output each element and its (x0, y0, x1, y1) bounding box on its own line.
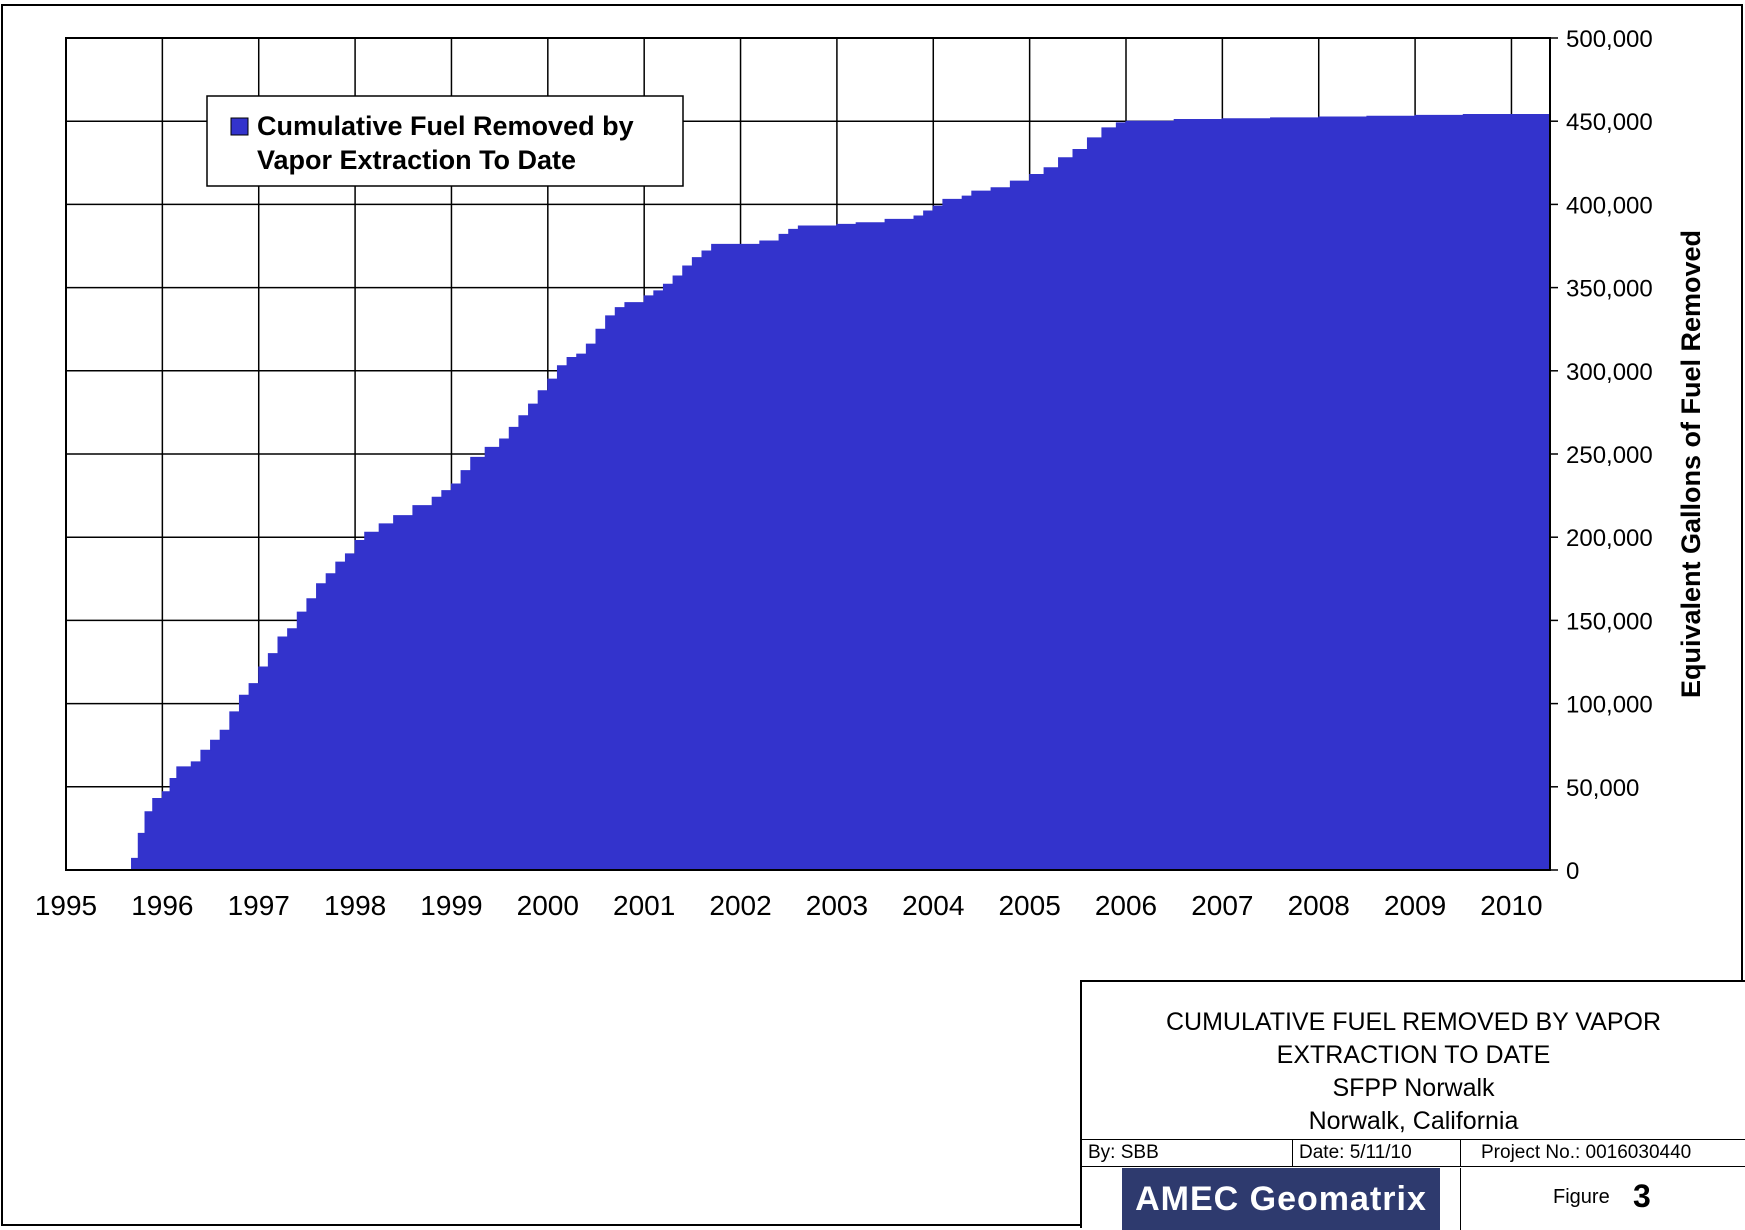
x-tick-label: 1998 (324, 890, 386, 921)
y-tick-label: 300,000 (1566, 359, 1653, 386)
x-tick-label: 2004 (902, 890, 964, 921)
x-tick-label: 2003 (806, 890, 868, 921)
figure-label: Figure (1553, 1186, 1610, 1208)
chart: 1995 1996 1997 1998 1999 2000 2001 2002 2003 2004… (35, 26, 1706, 921)
legend-label-line-2: Vapor Extraction To Date (257, 145, 576, 175)
series-area (130, 114, 1551, 871)
y-tick-label: 400,000 (1566, 192, 1653, 219)
y-axis-label: Equivalent Gallons of Fuel Removed (1676, 230, 1706, 698)
figure-number: 3 (1633, 1178, 1651, 1214)
y-tick-label: 450,000 (1566, 109, 1653, 136)
title-block-line-2: EXTRACTION TO DATE (1276, 1041, 1551, 1069)
x-axis: 1995 1996 1997 1998 1999 2000 2001 2002 2003 2004… (35, 890, 1543, 921)
figure-cell: Figure 3 (1460, 1168, 1745, 1230)
y-tick-label: 200,000 (1566, 525, 1653, 552)
title-block-line-3: SFPP Norwalk (1332, 1074, 1495, 1102)
x-tick-label: 1996 (131, 890, 193, 921)
legend-label-line-1: Cumulative Fuel Removed by (257, 111, 634, 141)
y-tick-label: 500,000 (1566, 26, 1653, 53)
title-block-line-1: CUMULATIVE FUEL REMOVED BY VAPOR (1165, 1008, 1661, 1036)
x-tick-label: 2007 (1191, 890, 1253, 921)
project-number: Project No.: 0016030440 (1460, 1140, 1745, 1166)
company-logo: AMEC Geomatrix (1122, 1168, 1440, 1230)
page-frame (1, 4, 1743, 1226)
legend-label: Cumulative Fuel Removed by Vapor Extract… (257, 111, 641, 175)
x-tick-label: 2010 (1480, 890, 1542, 921)
y-axis: 0 50,000 100,000 150,000 200,000 250,000 300,0… (1550, 26, 1653, 885)
legend-swatch (230, 117, 249, 136)
title-block-line-4: Norwalk, California (1308, 1107, 1519, 1135)
x-tick-label: 1999 (420, 890, 482, 921)
y-tick-label: 0 (1566, 858, 1579, 885)
y-tick-label: 150,000 (1566, 608, 1653, 635)
drawn-by: By: SBB (1088, 1142, 1159, 1163)
x-tick-label: 2005 (998, 890, 1060, 921)
y-tick-label: 350,000 (1566, 276, 1653, 303)
legend: Cumulative Fuel Removed by Vapor Extract… (206, 95, 684, 187)
x-tick-label: 1997 (228, 890, 290, 921)
y-tick-label: 250,000 (1566, 442, 1653, 469)
title-block-info-row: By: SBB Date: 5/11/10 Project No.: 00160… (1082, 1139, 1745, 1167)
y-tick-label: 50,000 (1566, 775, 1639, 802)
title-block: CUMULATIVE FUEL REMOVED BY VAPOR EXTRACT… (1080, 980, 1745, 1230)
x-tick-label: 2001 (613, 890, 675, 921)
y-tick-label: 100,000 (1566, 692, 1653, 719)
x-tick-label: 2006 (1095, 890, 1157, 921)
x-tick-label: 2002 (709, 890, 771, 921)
legend-box (206, 95, 684, 187)
x-tick-label: 2008 (1288, 890, 1350, 921)
x-tick-label: 2009 (1384, 890, 1446, 921)
date: Date: 5/11/10 (1292, 1140, 1460, 1166)
x-tick-label: 1995 (35, 890, 97, 921)
x-tick-label: 2000 (517, 890, 579, 921)
